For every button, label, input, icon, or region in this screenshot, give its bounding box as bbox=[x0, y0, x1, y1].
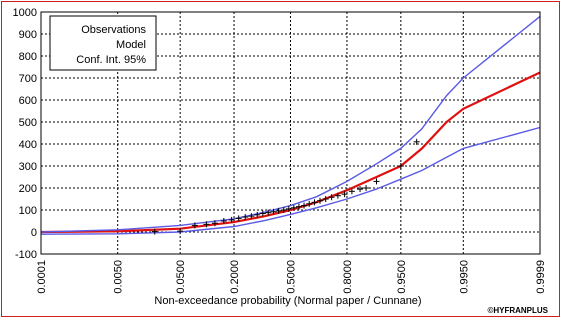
observation-point bbox=[311, 199, 318, 206]
observation-point bbox=[191, 222, 198, 229]
observation-point bbox=[228, 216, 235, 223]
legend-entry-model: Model bbox=[116, 39, 146, 51]
observation-point bbox=[275, 207, 282, 214]
x-tick-label: 0.9999 bbox=[535, 260, 547, 294]
observation-point bbox=[254, 211, 261, 218]
legend: Observations Model Conf. Int. 95% bbox=[49, 15, 157, 71]
x-tick-label: 0.0500 bbox=[175, 260, 187, 294]
observation-point bbox=[211, 220, 218, 227]
observation-point bbox=[220, 218, 227, 224]
y-tick-label: 200 bbox=[19, 183, 37, 195]
observation-point bbox=[270, 208, 277, 215]
x-tick-label: 0.2000 bbox=[229, 260, 241, 294]
observation-point bbox=[348, 188, 355, 195]
observation-point bbox=[397, 163, 404, 169]
y-tick-label: -100 bbox=[15, 249, 37, 261]
legend-box bbox=[49, 15, 157, 71]
observation-point bbox=[265, 209, 272, 216]
x-tick-label: 0.5000 bbox=[286, 260, 298, 294]
y-tick-label: 0 bbox=[31, 227, 37, 239]
observation-point bbox=[357, 186, 364, 193]
x-tick-label: 0.9500 bbox=[396, 260, 408, 294]
y-tick-label: 300 bbox=[19, 161, 37, 173]
credit-label: ©HYFRANPLUS bbox=[487, 306, 548, 315]
y-tick-label: 800 bbox=[19, 51, 37, 63]
x-tick-label: 0.0050 bbox=[113, 260, 125, 294]
observation-point bbox=[203, 221, 210, 228]
y-axis-ticks: -100 0 100 200 300 400 500 600 700 800 900 1000 bbox=[13, 7, 37, 261]
observation-point bbox=[285, 205, 292, 212]
legend-entry-observations: Observations bbox=[81, 24, 146, 36]
legend-entry-confidence: Conf. Int. 95% bbox=[76, 54, 146, 66]
observation-point bbox=[413, 138, 420, 145]
observation-point bbox=[306, 200, 313, 207]
y-tick-label: 900 bbox=[19, 29, 37, 41]
x-axis-ticks: 0.0001 0.0050 0.0500 0.2000 0.5000 0.8000 0.95… bbox=[36, 260, 547, 294]
x-axis-label: Non-exceedance probability (Normal paper… bbox=[154, 295, 421, 307]
y-tick-label: 600 bbox=[19, 95, 37, 107]
observations bbox=[151, 138, 420, 235]
y-tick-label: 1000 bbox=[13, 7, 37, 19]
observation-point bbox=[328, 194, 335, 201]
observation-point bbox=[322, 196, 329, 202]
x-tick-label: 0.0001 bbox=[36, 260, 48, 294]
y-tick-label: 400 bbox=[19, 139, 37, 151]
observation-point bbox=[290, 204, 297, 211]
series-line-lower-ci bbox=[40, 126, 541, 235]
observation-point bbox=[259, 210, 266, 217]
observation-point bbox=[177, 228, 184, 235]
observation-point bbox=[373, 178, 380, 185]
observation-point bbox=[363, 185, 370, 191]
observation-point bbox=[280, 207, 287, 213]
y-tick-label: 700 bbox=[19, 73, 37, 85]
observation-point bbox=[334, 192, 341, 199]
observation-point bbox=[248, 213, 255, 220]
observation-point bbox=[151, 228, 158, 235]
y-tick-label: 100 bbox=[19, 205, 37, 217]
plot-border bbox=[40, 11, 541, 255]
grid bbox=[41, 12, 540, 254]
observation-point bbox=[301, 202, 308, 209]
series-line-upper-ci bbox=[40, 15, 541, 233]
observation-point bbox=[295, 203, 302, 210]
observation-point bbox=[235, 215, 242, 222]
y-tick-label: 500 bbox=[19, 117, 37, 129]
x-tick-label: 0.9950 bbox=[458, 260, 470, 294]
observation-point bbox=[317, 197, 324, 204]
observation-point bbox=[341, 191, 348, 198]
observation-point bbox=[242, 214, 249, 221]
x-tick-label: 0.8000 bbox=[342, 260, 354, 294]
